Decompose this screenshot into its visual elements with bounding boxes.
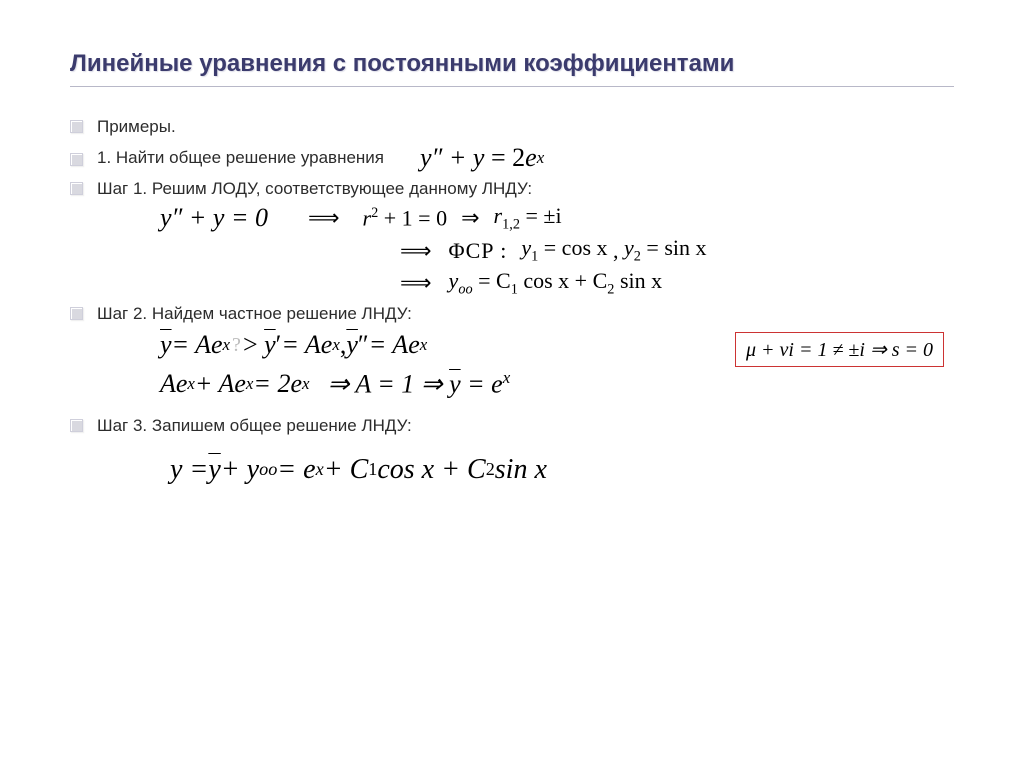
bullet-icon bbox=[70, 120, 83, 133]
roots-val: = ±i bbox=[520, 203, 562, 228]
c1s: 1 bbox=[368, 459, 377, 480]
x5: x bbox=[246, 374, 254, 394]
fsr-label: ΦCP : bbox=[449, 238, 508, 264]
step1-line3: ⟹ yoo = C1 cos x + C2 sin x bbox=[400, 268, 954, 298]
ybar-p: y bbox=[264, 330, 276, 360]
bullet-task: 1. Найти общее решение уравнения y″ + y … bbox=[70, 141, 954, 175]
gt: > bbox=[243, 330, 264, 360]
eq-rhs-e: e bbox=[525, 143, 537, 173]
ybar3: y bbox=[208, 454, 220, 486]
char-eq: r2 + 1 = 0 bbox=[363, 205, 448, 231]
bullet-text-examples: Примеры. bbox=[97, 117, 176, 137]
yoo-m1: = C bbox=[473, 268, 511, 293]
x4: x bbox=[187, 374, 195, 394]
x3: x bbox=[420, 335, 428, 355]
comma: , bbox=[608, 238, 625, 264]
chain: ⇒ A = 1 ⇒ bbox=[328, 370, 450, 399]
slide-content: Линейные уравнения с постоянными коэффиц… bbox=[0, 0, 1024, 518]
condition-box: μ + νi = 1 ≠ ±i ⇒ s = 0 bbox=[735, 332, 944, 367]
arrow-icon: ⟹ bbox=[308, 205, 337, 231]
eq2: = Ae bbox=[281, 330, 332, 360]
ybar: y bbox=[160, 330, 172, 360]
eq: = Ae bbox=[172, 330, 223, 360]
eq-lhs: y″ + y bbox=[420, 143, 484, 173]
plus-yoo: + y bbox=[221, 454, 259, 486]
step2-line1: y = Aex ?> y′ = Aex , y″ = Aex bbox=[160, 330, 735, 360]
box-content: μ + νi = 1 ≠ ±i ⇒ s = 0 bbox=[746, 339, 933, 361]
bullet-step2: Шаг 2. Найдем частное решение ЛНДУ: bbox=[70, 304, 954, 324]
eq-equals: = bbox=[484, 143, 512, 173]
yoo-end: sin x bbox=[614, 268, 662, 293]
bullet-text-task: 1. Найти общее решение уравнения bbox=[97, 148, 384, 168]
roots-r: r bbox=[494, 203, 503, 228]
ybar-pp: y bbox=[346, 330, 358, 360]
step1-line1: y″ + y = 0 ⟹ r2 + 1 = 0 ⇒ r1,2 = ±i bbox=[160, 203, 954, 233]
y: y bbox=[449, 268, 459, 293]
char-r: r bbox=[363, 205, 372, 230]
plus: + Ae bbox=[195, 369, 246, 399]
oo: oo bbox=[259, 459, 277, 480]
fx: x bbox=[316, 459, 324, 480]
bullet-step1: Шаг 1. Решим ЛОДУ, соответствующее данно… bbox=[70, 179, 954, 199]
arrow-icon: ⟹ bbox=[400, 238, 429, 264]
fsr-y1: y1 = cos x bbox=[521, 235, 607, 265]
x: x bbox=[223, 335, 231, 355]
bullet-text-step2: Шаг 2. Найдем частное решение ЛНДУ: bbox=[97, 304, 412, 324]
bullet-icon bbox=[70, 307, 83, 320]
final-solution: y = y + yoo = ex + C1 cos x + C2 sin x bbox=[170, 454, 954, 486]
x2: x bbox=[332, 335, 340, 355]
y-eq: y = bbox=[170, 454, 208, 486]
y2-sub: 2 bbox=[634, 249, 641, 265]
ybar2: y bbox=[449, 370, 461, 399]
slide-title: Линейные уравнения с постоянными коэффиц… bbox=[70, 50, 954, 78]
y1-val: = cos x bbox=[538, 235, 607, 260]
x7: x bbox=[503, 368, 511, 387]
c1: 1 bbox=[511, 281, 518, 297]
roots-sub: 1,2 bbox=[502, 216, 520, 232]
bullet-icon bbox=[70, 419, 83, 432]
yoo-m2: cos x + C bbox=[518, 268, 607, 293]
ghost-icon: ? bbox=[230, 334, 243, 357]
bullet-text-step3: Шаг 3. Запишем общее решение ЛНДУ: bbox=[97, 416, 412, 436]
fsr-y2: y2 = sin x bbox=[624, 235, 707, 265]
yoo: yoo = C1 cos x + C2 sin x bbox=[449, 268, 663, 298]
implies-icon: ⇒ bbox=[461, 205, 479, 231]
eqex: = e bbox=[461, 370, 503, 399]
bullet-icon bbox=[70, 153, 83, 166]
eq3: = Ae bbox=[369, 330, 420, 360]
roots: r1,2 = ±i bbox=[494, 203, 562, 233]
yoo-sub: oo bbox=[458, 281, 472, 297]
eq-rhs-coef: 2 bbox=[512, 143, 525, 173]
bullet-text-step1: Шаг 1. Решим ЛОДУ, соответствующее данно… bbox=[97, 179, 532, 199]
ode: y″ + y = 0 bbox=[160, 203, 268, 233]
eq2e: = 2e bbox=[253, 369, 302, 399]
char-rest: + 1 = 0 bbox=[378, 205, 447, 230]
implies-chain: ⇒ A = 1 ⇒ y = ex bbox=[328, 368, 511, 400]
step1-line2: ⟹ ΦCP : y1 = cos x , y2 = sin x bbox=[400, 235, 954, 265]
y: y bbox=[521, 235, 531, 260]
bullet-icon bbox=[70, 182, 83, 195]
pp: ″ bbox=[358, 330, 369, 360]
eq-ex: = e bbox=[277, 454, 315, 486]
c2s: 2 bbox=[486, 459, 495, 480]
bullet-examples: Примеры. bbox=[70, 117, 954, 137]
bullet-step3: Шаг 3. Запишем общее решение ЛНДУ: bbox=[70, 416, 954, 436]
title-underline bbox=[70, 86, 954, 87]
sin: sin x bbox=[495, 454, 547, 486]
Ae1: Ae bbox=[160, 369, 187, 399]
c1t: + C bbox=[324, 454, 369, 486]
y: y bbox=[624, 235, 634, 260]
eq-exp: x bbox=[537, 148, 545, 168]
step2-line2: Aex + Aex = 2ex ⇒ A = 1 ⇒ y = ex bbox=[160, 368, 735, 400]
y2-val: = sin x bbox=[641, 235, 707, 260]
x6: x bbox=[302, 374, 310, 394]
cos: cos x + C bbox=[377, 454, 485, 486]
task-equation: y″ + y = 2ex bbox=[420, 143, 544, 173]
arrow-icon: ⟹ bbox=[400, 270, 429, 296]
ode-text: y″ + y = 0 bbox=[160, 203, 268, 232]
